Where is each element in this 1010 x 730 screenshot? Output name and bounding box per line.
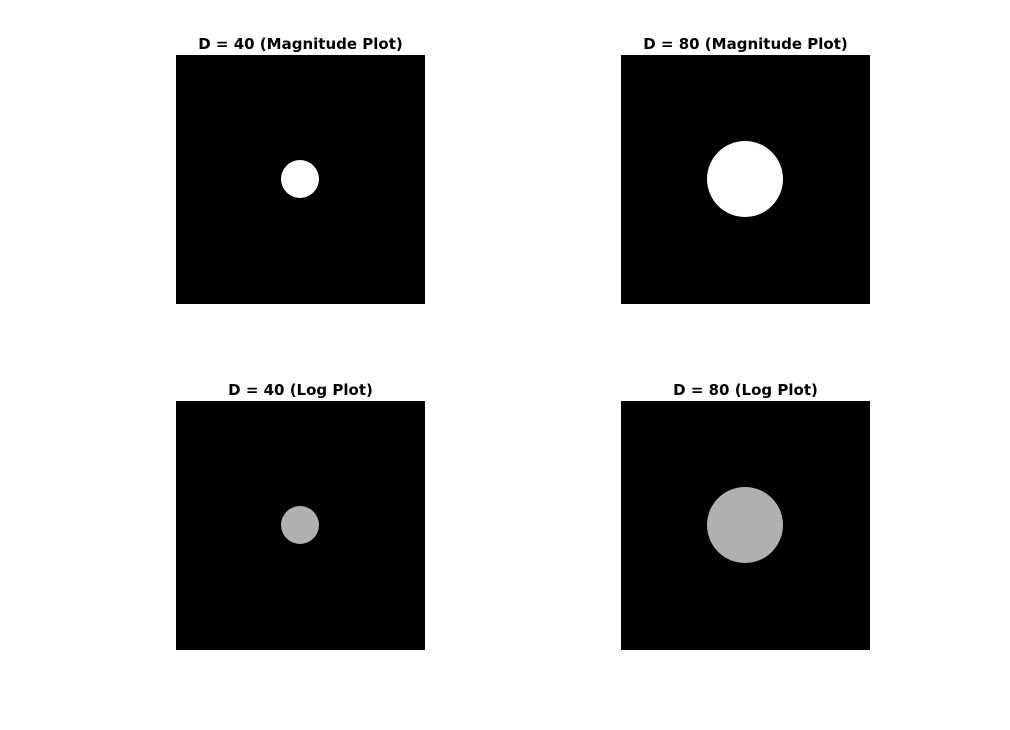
filter-disk [281, 160, 319, 198]
panel-title: D = 80 (Magnitude Plot) [643, 35, 848, 53]
panel-title: D = 40 (Log Plot) [228, 381, 373, 399]
filter-disk [707, 487, 783, 563]
panel-log-d40: D = 40 (Log Plot) [176, 382, 425, 650]
panel-title: D = 40 (Magnitude Plot) [198, 35, 403, 53]
panel-log-d80: D = 80 (Log Plot) [621, 382, 870, 650]
filter-image [621, 401, 870, 650]
filter-disk [707, 141, 783, 217]
filter-image [176, 55, 425, 304]
panel-title: D = 80 (Log Plot) [673, 381, 818, 399]
filter-image [176, 401, 425, 650]
panel-magnitude-d80: D = 80 (Magnitude Plot) [621, 36, 870, 304]
filter-image [621, 55, 870, 304]
panel-magnitude-d40: D = 40 (Magnitude Plot) [176, 36, 425, 304]
filter-disk [281, 506, 319, 544]
